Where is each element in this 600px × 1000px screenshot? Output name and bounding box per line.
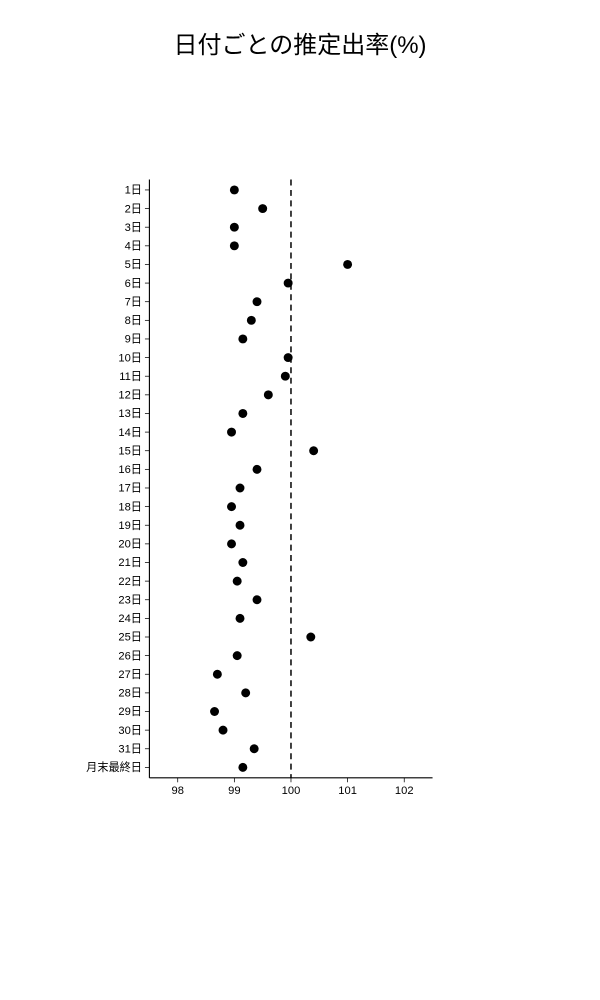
y-tick-label: 1日	[125, 185, 142, 197]
y-tick-label: 13日	[118, 408, 142, 420]
y-tick-label: 6日	[125, 278, 142, 290]
data-point	[258, 204, 267, 213]
data-point	[343, 260, 352, 269]
x-tick-label: 98	[172, 785, 184, 797]
data-point	[236, 614, 245, 623]
data-point	[281, 372, 290, 381]
data-point	[250, 744, 259, 753]
data-point	[247, 316, 256, 325]
data-point	[284, 279, 293, 288]
data-point	[210, 707, 219, 716]
y-tick-label: 15日	[118, 445, 142, 457]
data-point	[284, 353, 293, 362]
y-tick-label: 月末最終日	[86, 760, 142, 774]
y-tick-label: 17日	[118, 483, 142, 495]
y-tick-label: 18日	[118, 501, 142, 513]
data-point	[306, 633, 315, 642]
x-tick-label: 100	[282, 785, 301, 797]
data-point	[230, 241, 239, 250]
data-point	[238, 763, 247, 772]
data-point	[253, 595, 262, 604]
y-tick-label: 5日	[125, 259, 142, 271]
y-tick-label: 11日	[119, 371, 142, 383]
data-point	[227, 539, 236, 548]
y-tick-label: 30日	[118, 725, 142, 737]
y-tick-label: 26日	[118, 650, 142, 662]
data-point	[233, 651, 242, 660]
y-tick-label: 25日	[118, 632, 142, 644]
data-point	[253, 297, 262, 306]
data-point	[238, 334, 247, 343]
data-point	[236, 521, 245, 530]
data-point	[309, 446, 318, 455]
y-tick-label: 10日	[118, 352, 142, 364]
y-tick-label: 7日	[125, 296, 142, 308]
y-tick-label: 22日	[118, 576, 142, 588]
x-tick-label: 101	[338, 785, 357, 797]
x-tick-label: 99	[228, 785, 240, 797]
y-tick-label: 2日	[125, 203, 142, 215]
data-point	[238, 409, 247, 418]
plot-area: 1日 2日 3日 4日 5日 6日 7日 8日 9日 10日 11日 12日 13日 14日 15日 16日 1…	[60, 80, 440, 890]
y-tick-label: 8日	[125, 315, 142, 327]
chart-title: 日付ごとの推定出率(%)	[0, 25, 600, 60]
y-tick-label: 24日	[118, 613, 142, 625]
y-tick-label: 23日	[118, 594, 142, 606]
y-tick-label: 19日	[118, 520, 142, 532]
data-point	[241, 688, 250, 697]
y-tick-label: 9日	[125, 334, 142, 346]
y-tick-label: 21日	[118, 557, 142, 569]
y-tick-label: 29日	[118, 706, 142, 718]
x-tick-label: 102	[395, 785, 414, 797]
y-tick-label: 20日	[118, 539, 142, 551]
data-point	[236, 484, 245, 493]
y-tick-label: 12日	[118, 390, 142, 402]
y-tick-label: 4日	[125, 241, 142, 253]
y-tick-label: 16日	[118, 464, 142, 476]
data-point	[213, 670, 222, 679]
y-tick-label: 14日	[118, 427, 142, 439]
data-point	[230, 185, 239, 194]
data-point	[227, 502, 236, 511]
data-point	[227, 428, 236, 437]
y-tick-label: 3日	[125, 222, 142, 234]
data-point	[233, 577, 242, 586]
y-tick-label: 31日	[118, 743, 142, 755]
y-tick-label: 28日	[118, 688, 142, 700]
data-point	[264, 390, 273, 399]
data-point	[238, 558, 247, 567]
data-point	[219, 726, 228, 735]
y-tick-label: 27日	[118, 669, 142, 681]
chart-container: 日付ごとの推定出率(%) 1日 2日 3日 4日 5日 6日 7日 8日 9日 10日 11日 12日…	[0, 0, 600, 1000]
data-point	[253, 465, 262, 474]
data-point	[230, 223, 239, 232]
